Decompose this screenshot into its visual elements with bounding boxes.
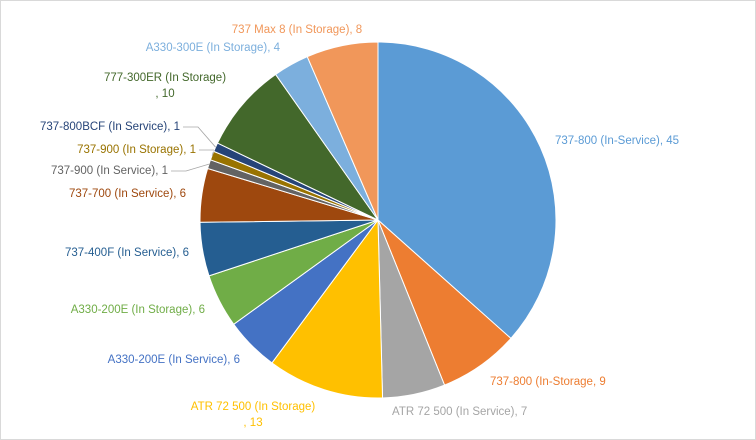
label-name: 737-700 (In Service) bbox=[69, 188, 173, 200]
data-label: A330-300E (In Storage), 4 bbox=[146, 42, 281, 54]
data-label: ATR 72 500 (In Service), 7 bbox=[392, 406, 527, 418]
pie-slice bbox=[377, 41, 557, 340]
data-label: 737-700 (In Service), 6 bbox=[69, 188, 186, 200]
pie-slice bbox=[271, 218, 384, 399]
label-value: , 4 bbox=[267, 42, 280, 54]
label-name: 737-900 (In Storage) bbox=[77, 144, 183, 156]
label-name: 737-800 (In-Service) bbox=[555, 135, 660, 147]
label-name: ATR 72 500 (In Service) bbox=[392, 406, 515, 418]
label-name: 737-400F (In Service) bbox=[65, 247, 176, 259]
label-name: 737-800BCF (In Service) bbox=[40, 121, 167, 133]
label-name: 737-900 (In Service) bbox=[51, 165, 155, 177]
label-value: , 1 bbox=[167, 121, 180, 133]
label-value: , 1 bbox=[183, 144, 196, 156]
data-label: 737-800 (In-Storage, 9 bbox=[490, 376, 606, 388]
data-label: ATR 72 500 (In Storage) , 13 bbox=[191, 401, 316, 429]
label-value: , 6 bbox=[176, 247, 189, 259]
label-value: , 6 bbox=[173, 188, 186, 200]
label-value: , 45 bbox=[660, 135, 679, 147]
label-name: ATR 72 500 (In Storage) bbox=[191, 401, 316, 413]
label-value: , 10 bbox=[155, 88, 174, 100]
data-label: 737 Max 8 (In Storage), 8 bbox=[232, 24, 362, 36]
leader-line bbox=[183, 126, 216, 148]
data-label: 737-800 (In-Service), 45 bbox=[555, 135, 679, 147]
label-name: A330-200E (In Storage) bbox=[71, 304, 193, 316]
label-value: , 8 bbox=[349, 24, 362, 36]
label-value: , 13 bbox=[243, 417, 262, 429]
label-name: 737 Max 8 (In Storage) bbox=[232, 24, 350, 36]
label-name: A330-300E (In Storage) bbox=[146, 42, 268, 54]
data-label: 777-300ER (In Storage) , 10 bbox=[104, 72, 226, 100]
label-value: , 7 bbox=[515, 406, 528, 418]
pie-slice bbox=[216, 73, 380, 222]
pie-slice bbox=[306, 41, 379, 221]
label-value: , 6 bbox=[192, 304, 205, 316]
label-value: , 9 bbox=[593, 376, 606, 388]
data-label: 737-900 (In Service), 1 bbox=[51, 165, 168, 177]
label-name: A330-200E (In Service) bbox=[108, 354, 228, 366]
data-label: 737-900 (In Storage), 1 bbox=[77, 144, 196, 156]
leader-line bbox=[171, 163, 210, 172]
label-value: , 6 bbox=[227, 354, 240, 366]
data-label: A330-200E (In Storage), 6 bbox=[71, 304, 205, 316]
label-value: , 1 bbox=[155, 165, 168, 177]
data-label: 737-400F (In Service), 6 bbox=[65, 247, 189, 259]
data-label: 737-800BCF (In Service), 1 bbox=[40, 121, 180, 133]
data-label: A330-200E (In Service), 6 bbox=[108, 354, 240, 366]
label-name: 777-300ER (In Storage) bbox=[104, 72, 226, 84]
label-name: 737-800 (In-Storage bbox=[490, 376, 593, 388]
